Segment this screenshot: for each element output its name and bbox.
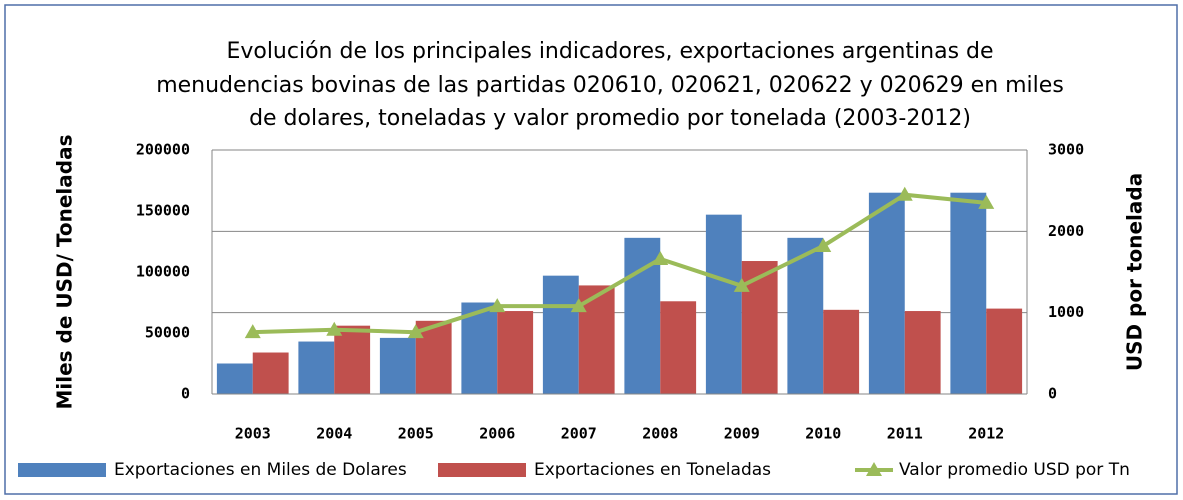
x-tick-label: 2012 bbox=[968, 425, 1004, 443]
y-axis-label: Miles de USD/ Toneladas bbox=[53, 135, 77, 410]
line-marker bbox=[733, 277, 750, 292]
y-tick-label: 50000 bbox=[145, 324, 190, 342]
line-marker bbox=[570, 298, 587, 313]
bar bbox=[904, 311, 941, 394]
bar bbox=[950, 192, 987, 394]
line-marker bbox=[652, 250, 669, 265]
x-tick-label: 2008 bbox=[642, 425, 678, 443]
line-marker bbox=[978, 194, 995, 209]
chart-title: de dolares, toneladas y valor promedio p… bbox=[249, 106, 971, 131]
line-marker bbox=[407, 324, 424, 339]
line bbox=[252, 192, 987, 335]
x-tick-label: 2007 bbox=[561, 425, 597, 443]
line-marker bbox=[326, 321, 343, 336]
legend-label: Exportaciones en Miles de Dolares bbox=[114, 460, 407, 480]
x-tick-label: 2011 bbox=[887, 425, 923, 443]
bar bbox=[379, 337, 416, 394]
bar bbox=[705, 214, 742, 394]
chart-title: Evolución de los principales indicadores… bbox=[226, 39, 993, 64]
bar bbox=[415, 320, 452, 394]
bar bbox=[787, 237, 824, 394]
line-marker bbox=[896, 186, 913, 201]
bar bbox=[334, 325, 371, 394]
legend-swatch bbox=[438, 463, 526, 477]
x-tick-label: 2006 bbox=[479, 425, 515, 443]
x-tick-label: 2010 bbox=[805, 425, 841, 443]
legend-label: Valor promedio USD por Tn bbox=[899, 460, 1130, 480]
y-tick-label: 200000 bbox=[136, 141, 190, 159]
bar bbox=[298, 341, 335, 394]
line-marker bbox=[244, 324, 261, 339]
x-tick-label: 2004 bbox=[316, 425, 352, 443]
legend-swatch bbox=[18, 463, 106, 477]
chart-title: menudencias bovinas de las partidas 0206… bbox=[156, 73, 1064, 98]
bar bbox=[823, 309, 860, 394]
x-tick-label: 2003 bbox=[235, 425, 271, 443]
x-tick-label: 2005 bbox=[398, 425, 434, 443]
line-marker bbox=[815, 237, 832, 252]
legend-label: Exportaciones en Toneladas bbox=[534, 460, 771, 480]
bar bbox=[986, 308, 1023, 394]
y-tick-label: 0 bbox=[181, 385, 190, 403]
bar bbox=[252, 352, 289, 394]
bar bbox=[868, 192, 905, 394]
legend-swatch bbox=[866, 462, 882, 476]
y2-tick-label: 0 bbox=[1048, 385, 1057, 403]
y-tick-label: 150000 bbox=[136, 202, 190, 220]
y2-tick-label: 3000 bbox=[1048, 141, 1084, 159]
bar bbox=[216, 363, 253, 394]
y2-tick-label: 1000 bbox=[1048, 303, 1084, 321]
y2-tick-label: 2000 bbox=[1048, 222, 1084, 240]
y-tick-label: 100000 bbox=[136, 263, 190, 281]
bar bbox=[542, 275, 579, 394]
line-marker bbox=[489, 298, 506, 313]
bar bbox=[497, 311, 534, 394]
x-tick-label: 2009 bbox=[724, 425, 760, 443]
bar bbox=[660, 301, 697, 394]
y2-axis-label: USD por tonelada bbox=[1123, 173, 1147, 371]
bar bbox=[741, 261, 778, 394]
